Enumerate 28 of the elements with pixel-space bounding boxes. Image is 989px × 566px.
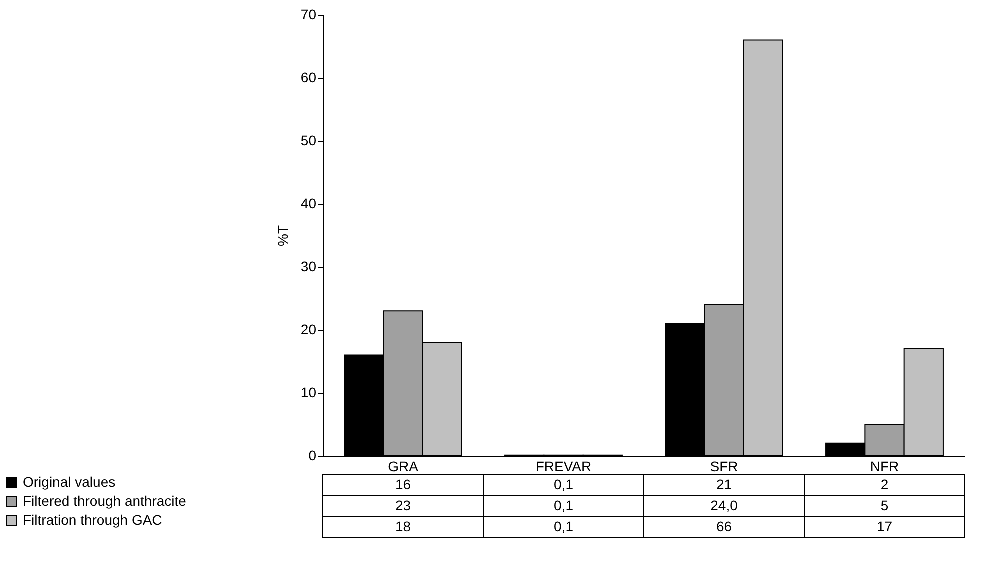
data-label: 66 — [716, 518, 732, 534]
data-label: 17 — [876, 518, 893, 534]
y-tick-label: 30 — [300, 258, 317, 274]
data-label: 24,0 — [710, 498, 738, 514]
y-axis-title: %T — [274, 225, 291, 246]
data-label: 18 — [395, 518, 412, 534]
y-tick-label: 60 — [300, 70, 317, 86]
legend-label: Filtered through anthracite — [23, 493, 187, 509]
x-tick-label: NFR — [870, 458, 900, 474]
y-tick-label: 0 — [308, 448, 317, 464]
data-label: 0,1 — [554, 498, 574, 514]
y-tick-label: 10 — [300, 384, 317, 400]
data-label: 5 — [880, 498, 889, 514]
y-tick-label: 40 — [300, 196, 317, 212]
y-tick-label: 70 — [300, 6, 317, 22]
x-tick-label: GRA — [388, 458, 420, 474]
data-label: 0,1 — [554, 518, 574, 534]
x-tick-label: FREVAR — [536, 458, 592, 474]
data-label: 23 — [395, 498, 412, 514]
data-label: 21 — [716, 476, 732, 492]
data-label: 0,1 — [554, 476, 574, 492]
data-label: 2 — [880, 476, 889, 492]
legend-label: Original values — [23, 474, 116, 490]
y-tick-label: 50 — [300, 132, 317, 148]
legend-label: Filtration through GAC — [23, 512, 162, 528]
y-tick-label: 20 — [300, 322, 317, 338]
data-label: 16 — [395, 476, 412, 492]
x-tick-label: SFR — [710, 458, 738, 474]
